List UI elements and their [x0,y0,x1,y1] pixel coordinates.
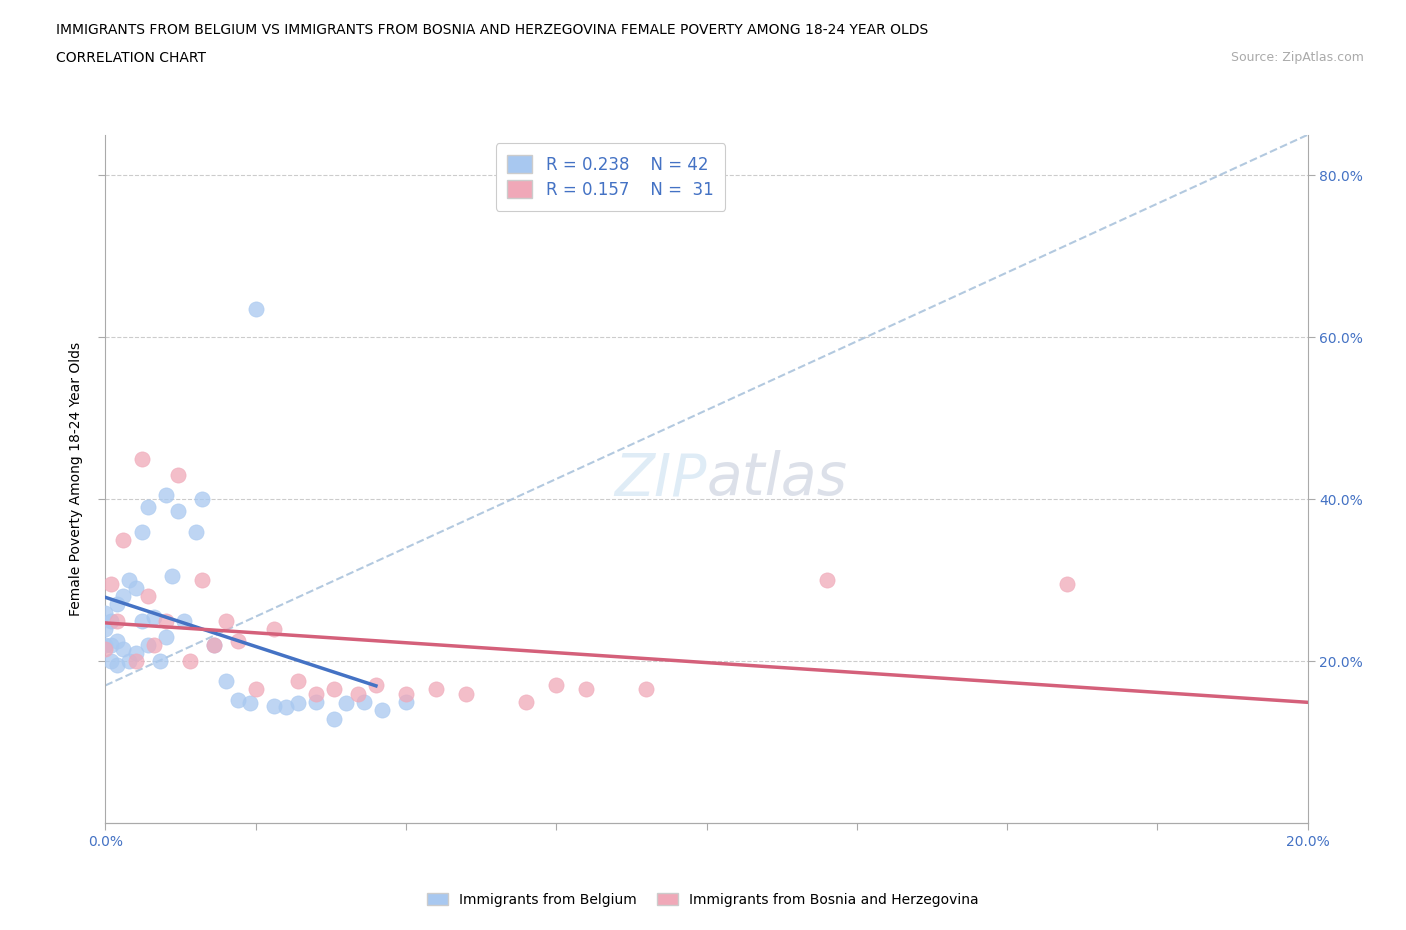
Point [305,686,328,701]
Point [142,609,165,624]
Point [155,613,177,628]
Point [815,573,838,588]
Point [263,698,285,713]
Point [136,637,159,652]
Point [136,499,159,514]
Point [364,678,387,693]
Point [155,487,177,502]
Text: Source: ZipAtlas.com: Source: ZipAtlas.com [1230,51,1364,64]
Point [636,682,658,697]
Point [118,573,141,588]
Point [94,621,117,636]
Legend: Immigrants from Belgium, Immigrants from Bosnia and Herzegovina: Immigrants from Belgium, Immigrants from… [420,886,986,914]
Point [142,637,165,652]
Point [454,686,477,701]
Point [100,613,122,628]
Point [131,525,153,539]
Point [118,654,141,669]
Point [263,621,285,636]
Point [1056,577,1078,591]
Point [202,637,225,652]
Text: IMMIGRANTS FROM BELGIUM VS IMMIGRANTS FROM BOSNIA AND HERZEGOVINA FEMALE POVERTY: IMMIGRANTS FROM BELGIUM VS IMMIGRANTS FR… [56,23,928,37]
Point [112,642,135,657]
Point [131,451,153,466]
Point [395,694,418,709]
Y-axis label: Female Poverty Among 18-24 Year Olds: Female Poverty Among 18-24 Year Olds [69,342,83,616]
Point [107,633,129,648]
Text: atlas: atlas [707,450,848,508]
Point [515,694,537,709]
Point [287,674,309,689]
Point [107,613,129,628]
Point [335,696,357,711]
Point [184,525,207,539]
Point [131,613,153,628]
Point [190,492,212,507]
Point [202,637,225,652]
Point [305,694,328,709]
Point [112,589,135,604]
Point [214,613,236,628]
Point [100,637,122,652]
Point [425,682,447,697]
Point [274,700,297,715]
Point [190,573,212,588]
Point [226,633,249,648]
Point [107,658,129,672]
Point [245,301,267,316]
Legend: R = 0.238    N = 42, R = 0.157    N =  31: R = 0.238 N = 42, R = 0.157 N = 31 [496,143,725,210]
Text: ZIP: ZIP [614,450,707,508]
Point [94,605,117,620]
Point [100,577,122,591]
Point [160,568,183,583]
Point [575,682,598,697]
Point [148,654,170,669]
Point [245,682,267,697]
Text: CORRELATION CHART: CORRELATION CHART [56,51,207,65]
Point [239,696,262,711]
Point [166,468,188,483]
Point [124,581,146,596]
Point [124,645,146,660]
Point [546,678,568,693]
Point [179,654,201,669]
Point [173,613,195,628]
Point [371,702,394,717]
Point [322,712,344,727]
Point [155,630,177,644]
Point [94,642,117,657]
Point [112,532,135,547]
Point [395,686,418,701]
Point [322,682,344,697]
Point [353,694,375,709]
Point [214,674,236,689]
Point [347,686,370,701]
Point [100,654,122,669]
Point [226,693,249,708]
Point [94,637,117,652]
Point [107,597,129,612]
Point [166,504,188,519]
Point [136,589,159,604]
Point [124,654,146,669]
Point [287,696,309,711]
